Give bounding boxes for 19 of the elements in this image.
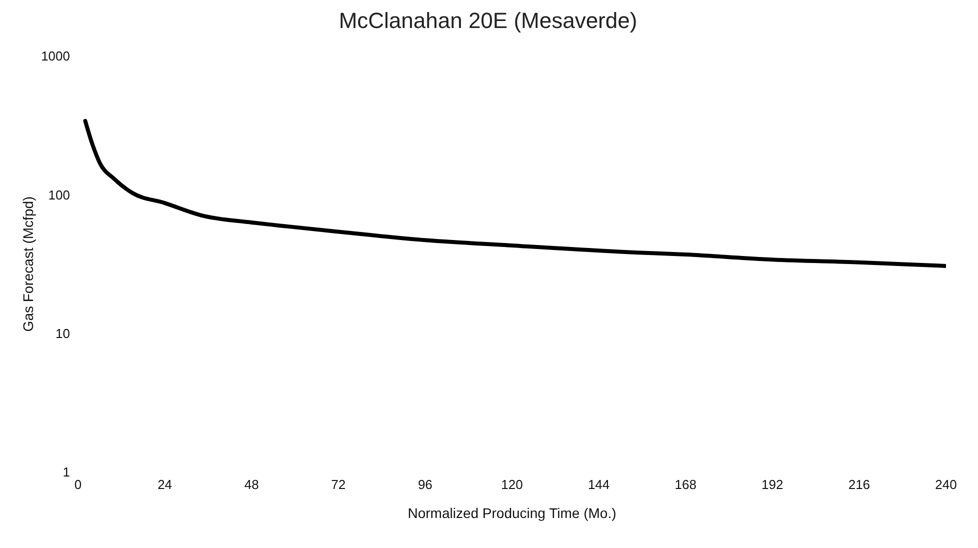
- x-tick-label: 120: [501, 477, 523, 492]
- y-axis-title: Gas Forecast (Mcfpd): [20, 196, 36, 332]
- x-tick-label: 144: [588, 477, 610, 492]
- x-tick-label: 192: [762, 477, 784, 492]
- x-axis-title: Normalized Producing Time (Mo.): [408, 505, 616, 521]
- x-tick-label: 216: [848, 477, 870, 492]
- y-tick-label: 1: [62, 464, 70, 480]
- x-tick-label: 48: [244, 477, 259, 492]
- y-tick-label: 1000: [41, 48, 70, 64]
- x-tick-label: 96: [418, 477, 432, 492]
- x-tick-label: 72: [331, 477, 346, 492]
- x-tick-label: 240: [935, 477, 957, 492]
- x-tick-label: 24: [158, 477, 172, 492]
- y-tick-label: 100: [48, 187, 70, 202]
- y-tick-label: 10: [56, 326, 70, 341]
- chart-title: McClanahan 20E (Mesaverde): [338, 8, 638, 35]
- line-series: [83, 118, 946, 268]
- x-tick-label: 0: [74, 477, 82, 492]
- x-tick-label: 168: [674, 477, 696, 492]
